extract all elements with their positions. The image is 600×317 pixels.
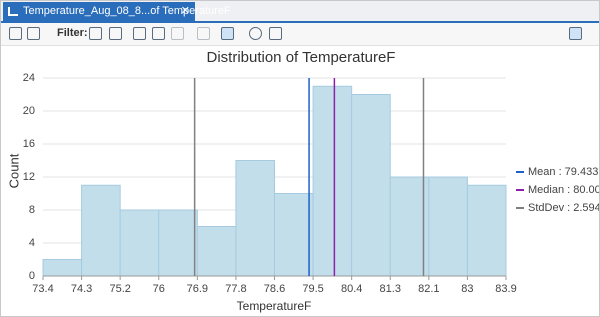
axis-button[interactable] bbox=[197, 27, 210, 40]
select-button[interactable] bbox=[221, 27, 234, 40]
bar bbox=[196, 226, 237, 277]
bar bbox=[389, 176, 430, 277]
filter-label: Filter: bbox=[57, 27, 88, 39]
bar bbox=[274, 193, 314, 277]
y-tick-label: 0 bbox=[29, 270, 35, 282]
copy-button[interactable] bbox=[152, 27, 165, 40]
bar bbox=[158, 209, 198, 277]
legend-label: Median : 80.008 bbox=[528, 184, 599, 196]
legend-button[interactable] bbox=[569, 27, 582, 40]
legend-label: Mean : 79.43379 bbox=[528, 166, 599, 178]
legend-label: StdDev : 2.59493 bbox=[528, 202, 599, 214]
x-tick-label: 74.3 bbox=[71, 283, 92, 295]
tab-bar: Temperature_Aug_08_8...of TemperatureF ✕ bbox=[1, 1, 599, 23]
x-tick-label: 77.8 bbox=[225, 283, 246, 295]
close-button[interactable]: ✕ bbox=[180, 5, 190, 17]
tab-icon bbox=[8, 7, 18, 16]
bar bbox=[42, 259, 83, 277]
toolbar: Filter: bbox=[1, 23, 599, 46]
bar bbox=[235, 160, 276, 277]
x-tick-label: 73.4 bbox=[32, 283, 53, 295]
chart-title: Distribution of TemperatureF bbox=[207, 49, 396, 66]
table-button[interactable] bbox=[133, 27, 146, 40]
x-tick-label: 82.1 bbox=[418, 283, 439, 295]
tab-title: Temperature_Aug_08_8...of TemperatureF bbox=[23, 5, 231, 17]
bar bbox=[312, 85, 353, 277]
y-tick-label: 24 bbox=[23, 72, 35, 84]
y-tick-label: 12 bbox=[23, 171, 35, 183]
bar bbox=[466, 184, 507, 277]
bar bbox=[351, 94, 391, 277]
x-tick-label: 81.3 bbox=[380, 283, 401, 295]
y-tick-label: 16 bbox=[23, 138, 35, 150]
filter-extent-button[interactable] bbox=[89, 27, 102, 40]
x-tick-label: 79.5 bbox=[302, 283, 323, 295]
chart-tab[interactable]: Temperature_Aug_08_8...of TemperatureF ✕ bbox=[3, 2, 231, 21]
properties-button[interactable] bbox=[9, 27, 22, 40]
y-tick-label: 4 bbox=[29, 237, 35, 249]
x-tick-label: 76 bbox=[153, 283, 165, 295]
full-extent-button[interactable] bbox=[269, 27, 282, 40]
x-tick-label: 78.6 bbox=[264, 283, 285, 295]
zoom-button[interactable] bbox=[249, 27, 262, 40]
bar bbox=[428, 176, 468, 277]
x-tick-label: 83 bbox=[461, 283, 473, 295]
bar bbox=[81, 184, 121, 277]
x-axis-label: TemperatureF bbox=[237, 299, 312, 313]
y-tick-label: 20 bbox=[23, 105, 35, 117]
bar bbox=[119, 209, 160, 277]
clear-button[interactable] bbox=[171, 27, 184, 40]
x-tick-label: 80.4 bbox=[341, 283, 362, 295]
y-axis-label: Count bbox=[6, 153, 21, 188]
chart: Distribution of TemperatureF Count Tempe… bbox=[6, 49, 599, 313]
chart-type-button[interactable] bbox=[27, 27, 40, 40]
x-tick-label: 76.9 bbox=[187, 283, 208, 295]
x-tick-label: 83.9 bbox=[495, 283, 516, 295]
filter-selection-button[interactable] bbox=[109, 27, 122, 40]
x-tick-label: 75.2 bbox=[109, 283, 130, 295]
y-tick-label: 8 bbox=[29, 204, 35, 216]
